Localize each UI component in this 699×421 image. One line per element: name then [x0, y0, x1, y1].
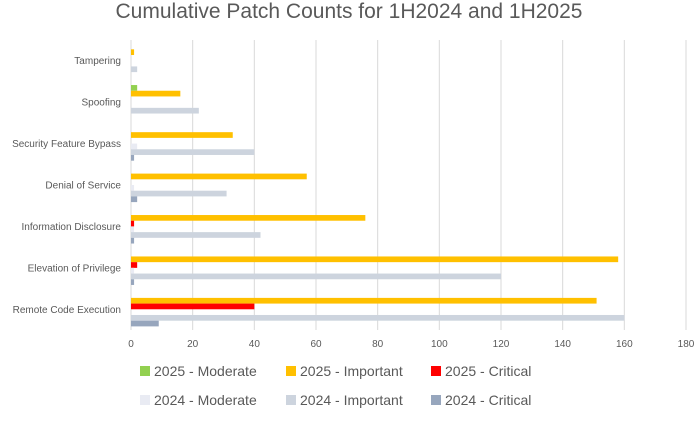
- bar-2025-critical: [131, 303, 255, 310]
- bar-2024-critical: [131, 196, 138, 203]
- bar-2024-critical: [131, 154, 135, 161]
- x-tick-label: 20: [187, 339, 199, 350]
- legend-label: 2024 - Moderate: [154, 392, 257, 408]
- bar-2025-important: [131, 173, 307, 180]
- bar-2024-moderate: [131, 185, 135, 191]
- legend-swatch: [286, 366, 296, 376]
- category-label: Elevation of Privilege: [28, 263, 122, 274]
- bar-2025-important: [131, 256, 619, 263]
- x-tick-label: 0: [128, 339, 134, 350]
- legend-label: 2024 - Important: [300, 392, 403, 408]
- bar-2024-important: [131, 232, 261, 238]
- category-label: Remote Code Execution: [13, 305, 121, 316]
- bar-2025-critical: [131, 220, 135, 227]
- x-tick-label: 180: [678, 339, 695, 350]
- bar-2024-moderate: [131, 267, 135, 274]
- legend-swatch: [431, 366, 441, 376]
- bar-2025-important: [131, 49, 135, 56]
- x-tick-label: 80: [372, 339, 384, 350]
- bar-2024-important: [131, 273, 501, 280]
- bar-2024-moderate: [131, 226, 135, 233]
- x-tick-label: 120: [493, 339, 510, 350]
- bar-2024-important: [131, 149, 255, 155]
- legend-label: 2025 - Moderate: [154, 363, 257, 379]
- legend-swatch: [431, 395, 441, 405]
- bar-2024-critical: [131, 237, 135, 244]
- legend-swatch: [140, 395, 150, 405]
- bar-2024-critical: [131, 320, 159, 327]
- bar-2025-important: [131, 132, 233, 138]
- bar-2024-important: [131, 107, 199, 114]
- category-label: Information Disclosure: [22, 222, 122, 233]
- category-label: Tampering: [74, 56, 121, 67]
- chart-title: Cumulative Patch Counts for 1H2024 and 1…: [116, 0, 583, 23]
- legend-swatch: [140, 366, 150, 376]
- bar-2025-critical: [131, 262, 138, 268]
- category-label: Denial of Service: [45, 181, 121, 192]
- x-tick-label: 40: [249, 339, 261, 350]
- x-tick-label: 160: [616, 339, 633, 350]
- bar-2025-important: [131, 297, 597, 304]
- bar-2024-critical: [131, 279, 135, 285]
- bar-2024-moderate: [131, 143, 138, 150]
- bar-2025-important: [131, 215, 366, 221]
- x-tick-label: 60: [310, 339, 322, 350]
- x-tick-label: 140: [554, 339, 571, 350]
- bar-2024-important: [131, 66, 138, 73]
- x-tick-label: 100: [431, 339, 448, 350]
- bar-2025-important: [131, 90, 181, 97]
- legend-label: 2025 - Critical: [445, 363, 531, 379]
- bar-2025-moderate: [131, 85, 138, 91]
- category-label: Security Feature Bypass: [12, 139, 121, 150]
- legend-label: 2024 - Critical: [445, 392, 531, 408]
- legend-label: 2025 - Important: [300, 363, 403, 379]
- category-label: Spoofing: [82, 98, 121, 109]
- bar-2024-important: [131, 190, 227, 197]
- bar-2024-important: [131, 314, 625, 321]
- legend-swatch: [286, 395, 296, 405]
